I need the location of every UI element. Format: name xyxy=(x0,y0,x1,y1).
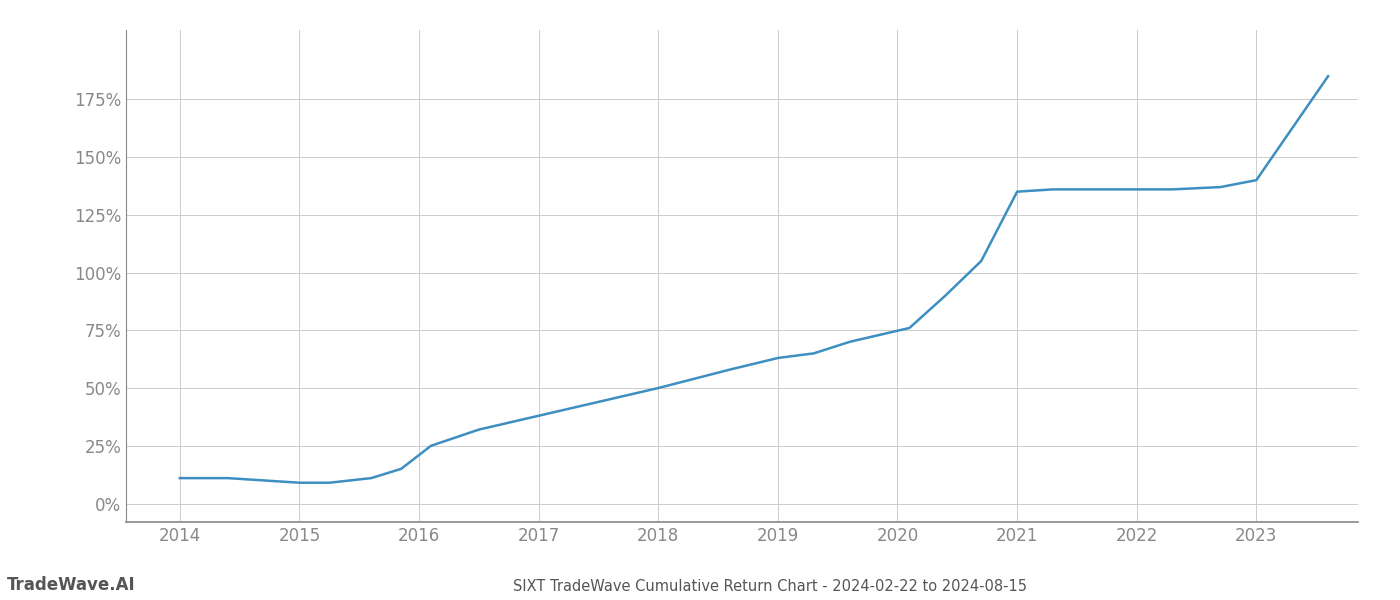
Text: SIXT TradeWave Cumulative Return Chart - 2024-02-22 to 2024-08-15: SIXT TradeWave Cumulative Return Chart -… xyxy=(512,579,1028,594)
Text: TradeWave.AI: TradeWave.AI xyxy=(7,576,136,594)
